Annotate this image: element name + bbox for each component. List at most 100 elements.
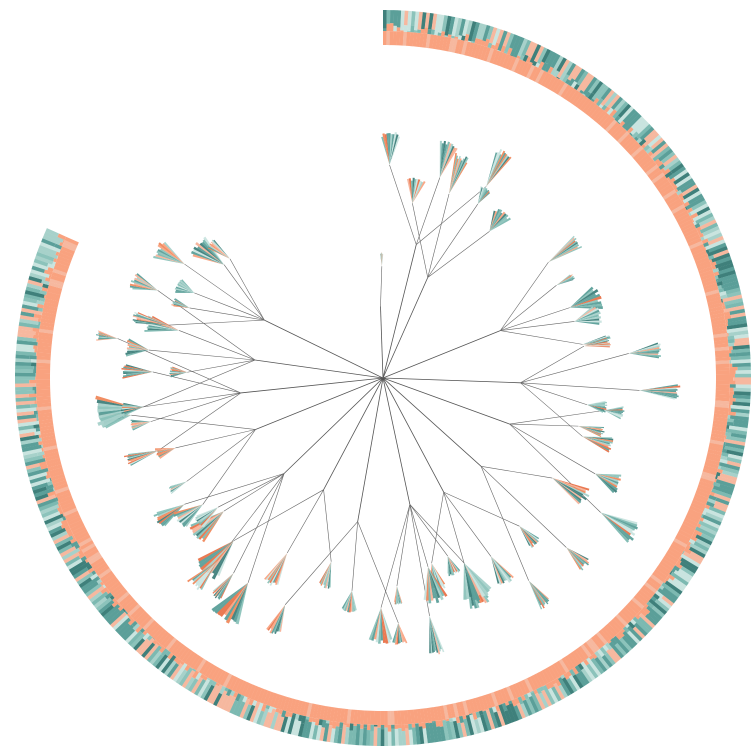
ring-outer-segment (601, 104, 608, 111)
ring-outer-segment (637, 616, 653, 632)
ring-outer-segment (414, 723, 419, 724)
fan-slice (157, 447, 176, 452)
ring-outer-segment (57, 503, 61, 508)
ring-outer-segment (695, 538, 711, 549)
ring-outer-segment (629, 132, 634, 137)
ring-inner-segment (672, 207, 687, 218)
fan-slice (477, 191, 490, 205)
fan-slice (200, 561, 218, 591)
ring-outer-segment (26, 282, 43, 291)
ring-inner-segment (332, 707, 339, 722)
fan-slice (136, 277, 158, 291)
ring-outer-segment (725, 428, 728, 433)
ring-outer-segment (413, 11, 420, 31)
ring-inner-segment (667, 198, 682, 209)
fan-slice (177, 504, 203, 520)
ring-outer-segment (165, 650, 171, 657)
branch (409, 504, 465, 564)
ring-outer-segment (700, 514, 704, 518)
ring-outer-segment (658, 163, 666, 171)
ring-inner-segment (429, 707, 436, 722)
ring-outer-segment (159, 646, 166, 653)
ring-outer-segment (15, 368, 34, 373)
ring-inner-segment (471, 698, 479, 713)
ring-inner-segment (715, 397, 730, 402)
fan-slice (127, 450, 159, 458)
ring-outer-segment (617, 631, 625, 638)
ring-outer-segment (730, 359, 751, 364)
ring-inner-segment (96, 565, 110, 577)
ring-outer-segment (638, 138, 647, 147)
fan-slice (276, 553, 288, 585)
fan-slice (428, 566, 441, 599)
ring-inner-segment (602, 117, 615, 131)
fan-slice (176, 504, 203, 518)
ring-outer-segment (702, 225, 720, 237)
ring-outer-segment (612, 635, 630, 654)
ring-outer-segment (688, 212, 692, 217)
fan-slice (429, 615, 437, 651)
fan-slice (528, 580, 546, 605)
ring-inner-segment (480, 46, 488, 61)
ring-inner-segment (413, 709, 419, 724)
ring-outer-segment (239, 698, 251, 719)
branch (136, 392, 241, 409)
ring-outer-segment (15, 365, 34, 370)
ring-outer-segment (664, 580, 683, 595)
ring-outer-segment (493, 711, 502, 728)
ring-outer-segment (304, 721, 312, 739)
ring-outer-segment (42, 234, 61, 246)
ring-outer-segment (574, 665, 582, 674)
ring-outer-segment (84, 558, 89, 564)
ring-outer-segment (43, 294, 47, 299)
ring-inner-segment (651, 172, 665, 184)
ring-inner-segment (703, 282, 718, 290)
ring-outer-segment (431, 721, 436, 723)
ring-outer-segment (698, 520, 719, 533)
ring-outer-segment (662, 154, 678, 167)
ring-inner-segment (687, 237, 702, 247)
branch (520, 345, 585, 384)
ring-inner-segment (66, 513, 81, 523)
ring-outer-segment (617, 106, 634, 124)
ring-inner-segment (37, 412, 53, 418)
ring-outer-segment (417, 11, 424, 30)
branch (380, 266, 383, 307)
ring-outer-segment (28, 275, 43, 284)
ring-inner-segment (705, 458, 720, 466)
branch (186, 429, 256, 482)
fan-slice (406, 178, 413, 204)
fan-slice (410, 180, 413, 204)
ring-outer-segment (487, 42, 493, 49)
ring-inner-segment (713, 416, 728, 422)
ring-outer-segment (508, 702, 520, 722)
fan-slice (425, 566, 429, 601)
fan-slice (174, 300, 190, 308)
ring-outer-segment (729, 387, 734, 392)
ring-outer-segment (700, 533, 715, 543)
ring-outer-segment (730, 432, 747, 439)
fan-slice (97, 330, 118, 339)
ring-outer-segment (724, 445, 744, 454)
fan-slice (127, 450, 159, 461)
fan-slice (389, 134, 399, 165)
ring-outer-segment (18, 325, 33, 332)
fan-slice (528, 580, 543, 610)
ring-outer-segment (155, 641, 161, 646)
ring-outer-segment (280, 710, 287, 718)
ring-inner-segment (216, 670, 227, 685)
ring-inner-segment (63, 239, 78, 249)
fan-slice (98, 333, 118, 339)
fan-slice (192, 511, 224, 536)
fan-slice (197, 561, 218, 587)
ring-outer-segment (712, 481, 721, 488)
ring-outer-segment (418, 722, 423, 727)
ring-inner-segment (660, 186, 675, 198)
branch (323, 377, 384, 490)
ring-outer-segment (17, 332, 34, 339)
ring-outer-segment (444, 35, 449, 38)
ring-inner-segment (674, 535, 689, 545)
ring-inner-segment (88, 554, 103, 565)
ring-outer-segment (654, 158, 661, 165)
ring-inner-segment (702, 279, 717, 287)
